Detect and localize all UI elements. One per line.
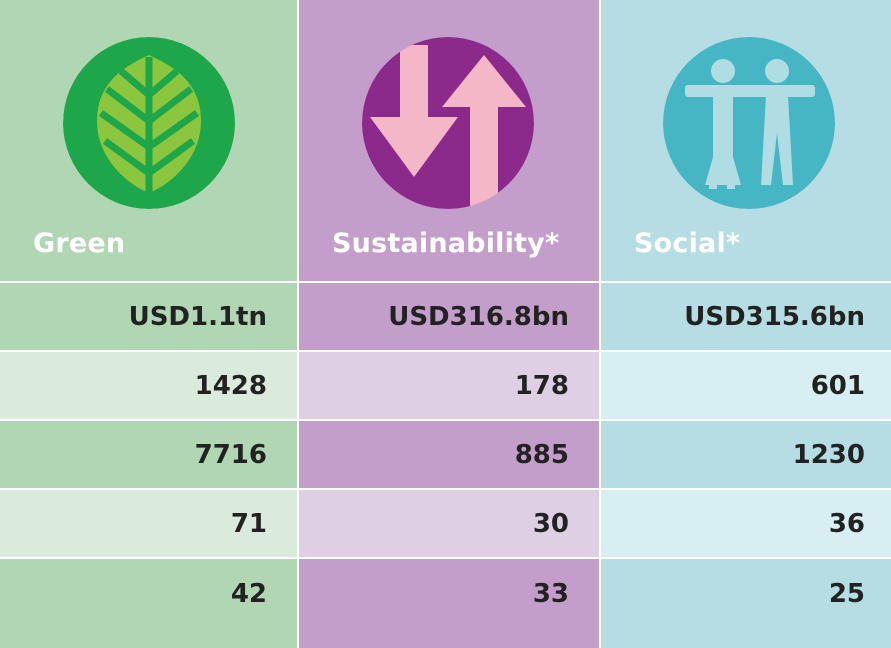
value-sustainability-row2: 178 xyxy=(299,352,599,419)
value-green-row1: USD1.1tn xyxy=(0,283,297,350)
value-social-row4: 36 xyxy=(601,490,891,557)
value-sustainability-row4: 30 xyxy=(299,490,599,557)
column-title-sustainability: Sustainability* xyxy=(332,228,560,259)
people-icon xyxy=(663,37,835,209)
header-sustainability: Sustainability* xyxy=(299,0,599,281)
arrows-up-down-icon xyxy=(362,37,534,209)
value-green-row2: 1428 xyxy=(0,352,297,419)
value-social-row3: 1230 xyxy=(601,421,891,488)
value-green-row3: 7716 xyxy=(0,421,297,488)
column-title-green: Green xyxy=(33,228,126,259)
value-sustainability-row5: 33 xyxy=(299,559,599,648)
value-sustainability-row1: USD316.8bn xyxy=(299,283,599,350)
header-green: Green xyxy=(0,0,297,281)
value-sustainability-row3: 885 xyxy=(299,421,599,488)
column-title-social: Social* xyxy=(634,228,741,259)
value-social-row1: USD315.6bn xyxy=(601,283,891,350)
value-social-row5: 25 xyxy=(601,559,891,648)
value-green-row5: 42 xyxy=(0,559,297,648)
value-social-row2: 601 xyxy=(601,352,891,419)
header-social: Social* xyxy=(601,0,891,281)
value-green-row4: 71 xyxy=(0,490,297,557)
leaf-icon xyxy=(63,37,235,209)
